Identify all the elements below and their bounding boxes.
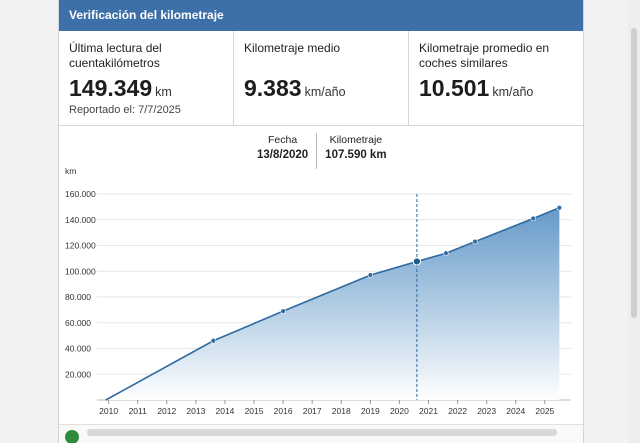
stat-similar-cars: Kilometraje promedio en coches similares… bbox=[409, 31, 583, 125]
scrollbar[interactable] bbox=[628, 0, 640, 443]
x-tick-label: 2013 bbox=[186, 406, 205, 416]
data-point bbox=[530, 215, 536, 222]
stat-average: Kilometraje medio 9.383 km/año bbox=[234, 31, 409, 125]
data-point bbox=[443, 250, 449, 256]
stat-unit: km bbox=[155, 85, 172, 99]
y-tick-label: 60.000 bbox=[65, 318, 91, 328]
stat-label: Última lectura del cuentakilómetros bbox=[69, 41, 162, 70]
x-tick-label: 2018 bbox=[332, 406, 351, 416]
notice-text-placeholder bbox=[87, 429, 557, 436]
stat-label: Kilometraje promedio en coches similares bbox=[419, 41, 550, 70]
x-tick-label: 2020 bbox=[390, 406, 409, 416]
y-tick-label: 140.000 bbox=[65, 215, 96, 225]
mileage-card: Verificación del kilometraje Última lect… bbox=[58, 0, 584, 443]
stat-unit: km/año bbox=[304, 85, 346, 99]
y-axis-label: km bbox=[65, 166, 76, 176]
y-tick-label: 20.000 bbox=[65, 369, 91, 379]
readout-km: Kilometraje 107.590 km bbox=[316, 133, 394, 169]
readout-km-value: 107.590 km bbox=[325, 149, 387, 161]
stat-label: Kilometraje medio bbox=[244, 41, 341, 55]
card-title: Verificación del kilometraje bbox=[59, 0, 583, 31]
readout-km-label: Kilometraje bbox=[329, 134, 383, 146]
hover-readout: Fecha 13/8/2020 Kilometraje 107.590 km bbox=[249, 133, 395, 169]
y-tick-label: 40.000 bbox=[65, 344, 91, 354]
notice-strip bbox=[59, 424, 583, 443]
data-point bbox=[210, 338, 217, 344]
x-tick-label: 2024 bbox=[506, 406, 525, 416]
chart-area: 20.000 40.000 60.000 80.000 100.000 120.000 14… bbox=[59, 126, 583, 443]
data-point bbox=[367, 272, 374, 278]
x-tick-label: 2017 bbox=[303, 406, 322, 416]
stat-value-row: 149.349 km bbox=[69, 75, 223, 102]
x-tick-label: 2016 bbox=[274, 406, 293, 416]
y-tick-label: 160.000 bbox=[65, 189, 96, 199]
scrollbar-thumb[interactable] bbox=[631, 28, 637, 318]
data-point bbox=[280, 308, 286, 314]
area-fill bbox=[105, 207, 560, 400]
y-tick-label: 80.000 bbox=[65, 292, 91, 302]
readout-date-label: Fecha bbox=[267, 134, 298, 146]
x-tick-label: 2015 bbox=[245, 406, 264, 416]
mileage-chart[interactable]: 20.000 40.000 60.000 80.000 100.000 120.000 14… bbox=[59, 126, 583, 443]
stat-value-row: 10.501 km/año bbox=[419, 75, 573, 102]
stat-value: 10.501 bbox=[419, 75, 490, 101]
x-tick-label: 2023 bbox=[477, 406, 496, 416]
x-tick-label: 2021 bbox=[419, 406, 438, 416]
x-tick-label: 2025 bbox=[535, 406, 554, 416]
stat-reported-date: Reportado el: 7/7/2025 bbox=[69, 104, 181, 116]
data-point bbox=[556, 205, 563, 211]
x-tick-label: 2022 bbox=[448, 406, 467, 416]
readout-date-value: 13/8/2020 bbox=[257, 149, 309, 161]
stat-value-row: 9.383 km/año bbox=[244, 75, 398, 102]
readout-date: Fecha 13/8/2020 bbox=[249, 133, 316, 169]
data-point bbox=[472, 238, 478, 245]
y-tick-label: 100.000 bbox=[65, 266, 96, 276]
page-gutter bbox=[0, 0, 58, 443]
stat-value: 9.383 bbox=[244, 75, 302, 101]
check-icon bbox=[65, 430, 79, 443]
x-tick-label: 2012 bbox=[157, 406, 176, 416]
stat-value: 149.349 bbox=[69, 75, 153, 101]
highlight-point bbox=[412, 257, 421, 266]
x-tick-label: 2014 bbox=[215, 406, 234, 416]
y-tick-label: 120.000 bbox=[65, 241, 96, 251]
stat-last-reading: Última lectura del cuentakilómetros 149.… bbox=[59, 31, 234, 125]
x-tick-label: 2019 bbox=[361, 406, 380, 416]
x-tick-label: 2010 bbox=[99, 406, 118, 416]
stats-row: Última lectura del cuentakilómetros 149.… bbox=[59, 31, 583, 126]
stat-unit: km/año bbox=[492, 85, 534, 99]
x-tick-label: 2011 bbox=[129, 406, 148, 416]
